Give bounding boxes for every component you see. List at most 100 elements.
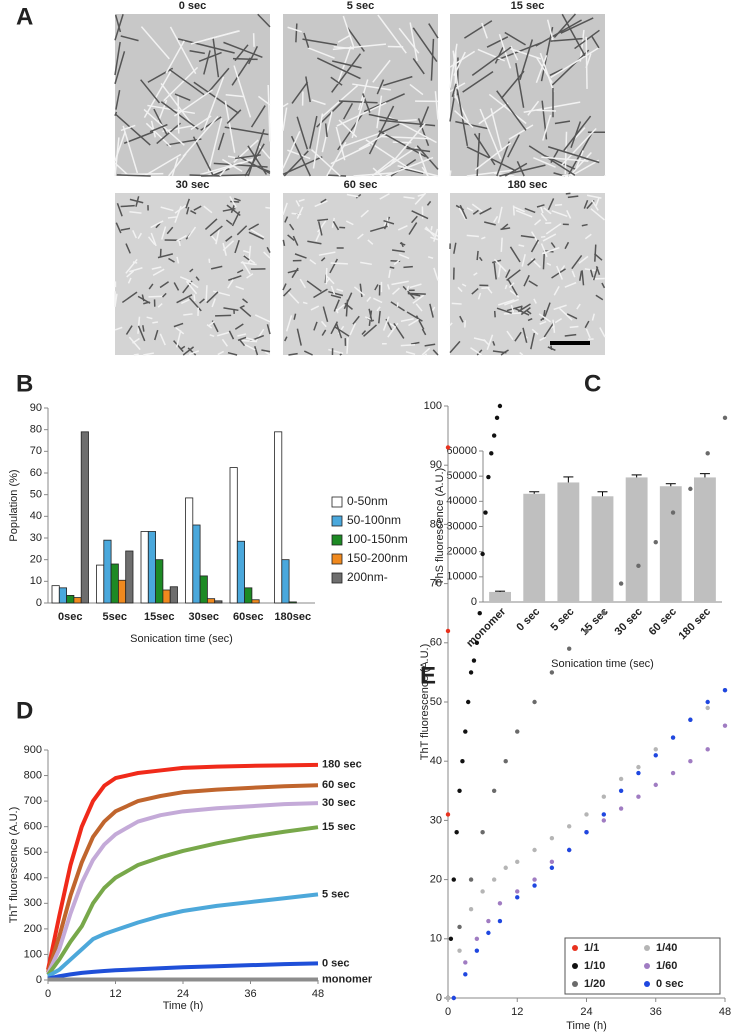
fibril (376, 79, 385, 95)
fibril (173, 340, 184, 353)
point (468, 877, 474, 882)
fibril (393, 322, 405, 339)
fibril (466, 146, 517, 172)
point (688, 486, 693, 492)
x-tick-label: 0sec (58, 611, 82, 623)
fibril (225, 93, 245, 98)
fibril (140, 79, 161, 104)
fibril (425, 226, 435, 237)
fibril (357, 233, 364, 240)
fibril (208, 320, 215, 327)
point (688, 759, 693, 764)
micrograph (282, 14, 439, 177)
fibril (561, 13, 586, 57)
fibril (479, 108, 502, 160)
fibril (378, 130, 427, 158)
y-axis-label: ThT fluorescence (A.U.) (8, 807, 20, 924)
fibril (247, 129, 265, 177)
fibril (564, 281, 577, 288)
fibril (322, 306, 329, 323)
fibril (590, 35, 600, 49)
point (601, 794, 607, 799)
point (515, 859, 520, 865)
fibril (368, 308, 373, 322)
fibril (234, 239, 240, 254)
fibril (400, 343, 416, 347)
fibril (209, 225, 223, 237)
fibril (453, 242, 457, 254)
fibril (326, 277, 331, 283)
point (471, 658, 477, 663)
fibril (473, 337, 486, 342)
fibril (434, 91, 439, 120)
fibril (476, 349, 483, 356)
fibril (137, 295, 151, 304)
point (584, 812, 589, 817)
point (463, 972, 468, 977)
fibril (410, 341, 420, 345)
fibril (504, 284, 508, 290)
point (618, 806, 624, 811)
fibril (530, 239, 539, 253)
fibril (229, 196, 237, 208)
fibril (504, 31, 526, 46)
fibril (421, 347, 431, 356)
fibril (283, 287, 292, 297)
fibril (391, 280, 409, 286)
fibril (169, 69, 205, 96)
fibril (152, 321, 159, 324)
fibril (225, 219, 233, 225)
fibril (185, 280, 198, 295)
fibril (310, 305, 320, 311)
fibril (199, 161, 243, 176)
fibril (564, 241, 570, 250)
x-tick-label: 180sec (274, 611, 311, 623)
fibril (551, 49, 590, 86)
y-tick-label: 90 (430, 459, 442, 471)
x-tick-label: 24 (580, 1006, 592, 1018)
fibril (335, 308, 339, 314)
fibril (352, 83, 391, 91)
fibril (536, 109, 557, 112)
fibril (317, 221, 323, 236)
y-tick-label: 600 (24, 821, 42, 833)
fibril (553, 286, 560, 296)
fibril (189, 268, 194, 273)
fibril (338, 100, 378, 104)
fibril (418, 151, 429, 177)
fibril (296, 328, 302, 346)
fibril (320, 257, 326, 262)
fibril (517, 303, 531, 313)
fibril (575, 150, 584, 169)
fibril (388, 269, 391, 278)
fibril (215, 314, 232, 317)
fibril (576, 303, 581, 310)
point (670, 735, 676, 740)
fibril (473, 272, 478, 276)
fibril (515, 209, 533, 218)
fibril (454, 110, 474, 128)
fibril (503, 312, 522, 315)
y-tick-label: 300 (24, 897, 42, 909)
y-tick-label: 30 (30, 532, 42, 544)
fibril (398, 253, 410, 260)
point (653, 747, 658, 752)
fibril (583, 199, 589, 209)
fibril (189, 174, 221, 177)
point (503, 759, 508, 764)
point (549, 835, 555, 841)
fibril (519, 351, 524, 356)
fibril (265, 206, 271, 209)
fibril (501, 223, 509, 230)
fibril (415, 303, 423, 312)
line (46, 783, 319, 973)
fibril (261, 349, 271, 353)
series-label: 0 sec (322, 957, 350, 969)
fibril (493, 258, 507, 273)
fibril (236, 269, 244, 274)
fibril (266, 324, 271, 335)
fibril (368, 310, 373, 326)
fibril (227, 351, 238, 356)
fibril (244, 143, 265, 177)
fibril (549, 68, 563, 76)
